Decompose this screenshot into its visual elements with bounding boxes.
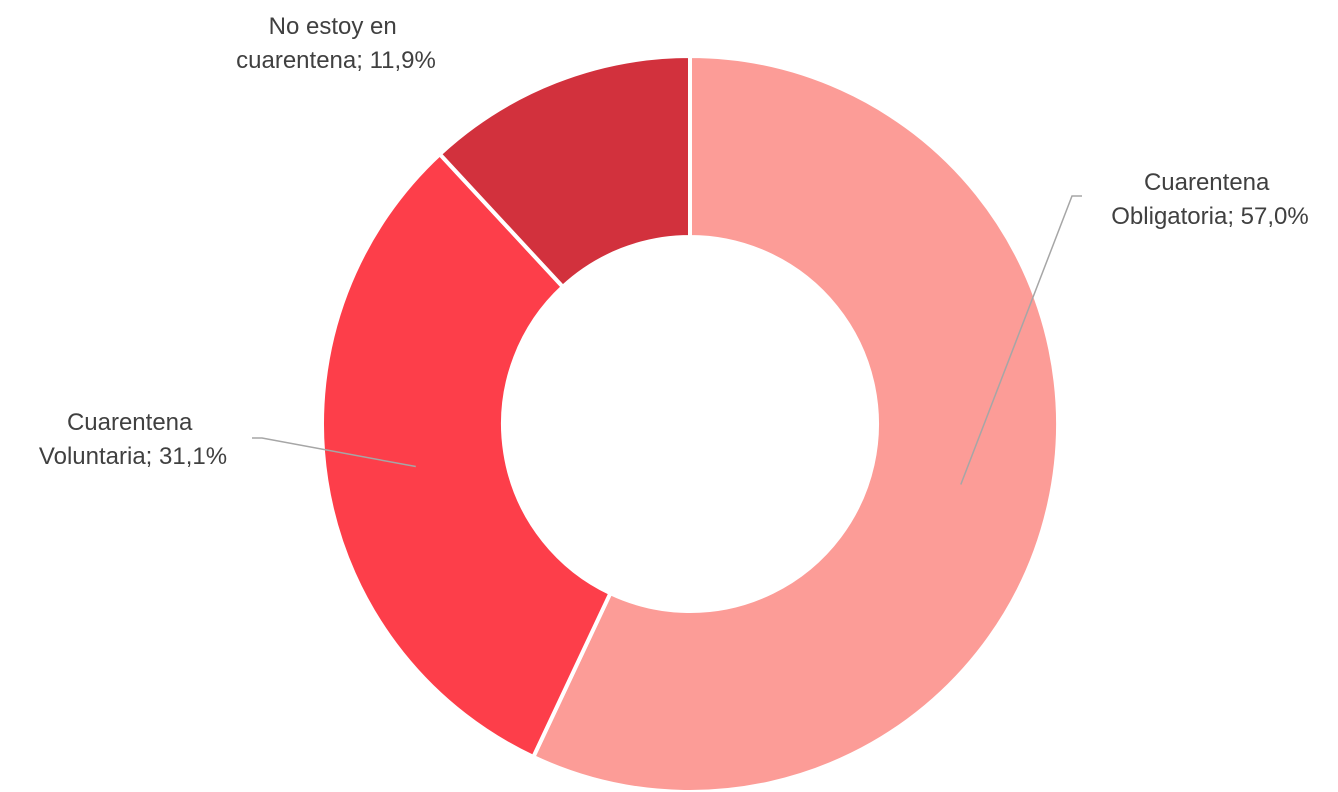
slice-label-no-cuarentena-line-1: No estoy en (269, 13, 397, 40)
slice-label-voluntaria-line-1: Cuarentena (67, 409, 193, 436)
slice-no-cuarentena (437, 54, 692, 289)
slice-label-no-cuarentena-line-2: cuarentena; 11,9% (236, 47, 436, 74)
slice-label-obligatoria-line-2: Obligatoria; 57,0% (1111, 203, 1308, 230)
donut-slices (320, 54, 1060, 792)
slice-label-voluntaria: Cuarentena Voluntaria; 31,1% (39, 409, 227, 470)
leader-line-obligatoria (960, 195, 1082, 485)
slice-label-obligatoria: Cuarentena Obligatoria; 57,0% (1111, 169, 1308, 230)
leader-lines (252, 195, 1082, 485)
slice-labels: Cuarentena Obligatoria; 57,0% Cuarentena… (39, 13, 1309, 470)
slice-voluntaria (320, 152, 613, 759)
slice-label-obligatoria-line-1: Cuarentena (1144, 169, 1270, 196)
slice-label-voluntaria-line-2: Voluntaria; 31,1% (39, 443, 227, 470)
leader-line-voluntaria (252, 437, 416, 468)
slice-label-no-cuarentena: No estoy en cuarentena; 11,9% (236, 13, 436, 74)
